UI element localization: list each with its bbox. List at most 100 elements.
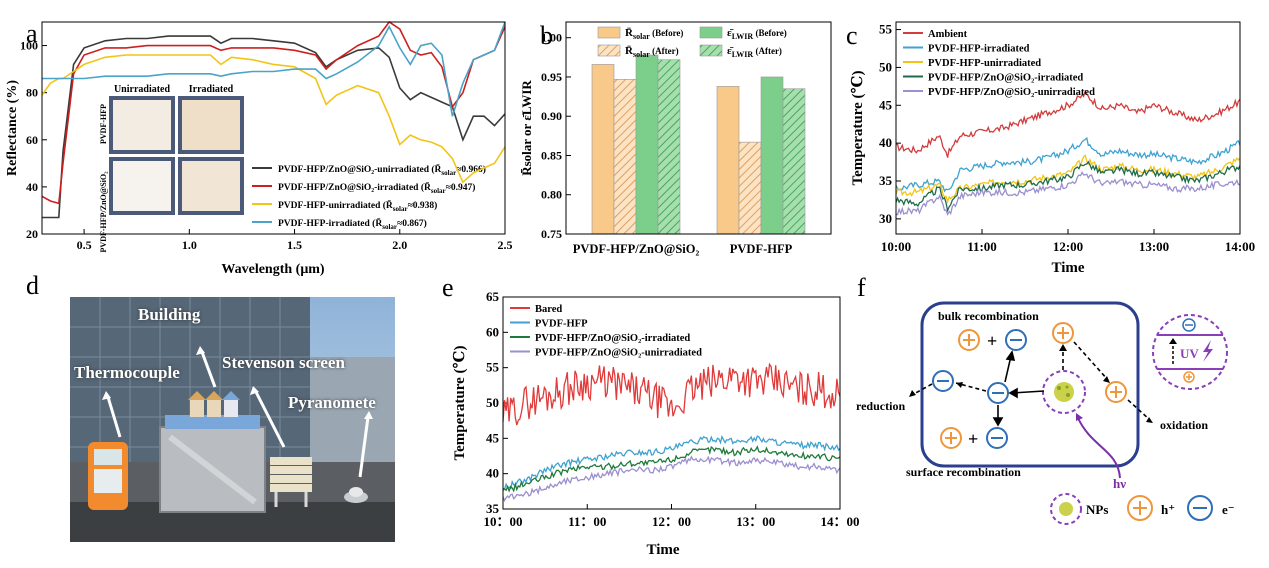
panel-b: b 0.75 0.80 0.85 0.90 0.95 1.00 PVDF-HFP/ZnO@S… <box>519 21 832 256</box>
electron-icon <box>1187 495 1213 521</box>
panel-letter-c: c <box>846 21 858 50</box>
chart-e-ytick-label: 45 <box>486 430 500 445</box>
panel-letter-a: a <box>26 19 38 48</box>
chart-e-series-line <box>502 445 841 493</box>
label-bulk: bulk recombination <box>938 309 1039 323</box>
panel-e: e 35 40 45 50 55 60 65 10：00 11：00 12：00 13：00 14：0… <box>442 273 860 558</box>
chart-c-legend-label: PVDF-HFP-unirradiated <box>928 58 1041 69</box>
chart-e-xtick-label: 14：00 <box>820 514 859 529</box>
inset-tile-3 <box>109 157 175 215</box>
chart-a-legend-label: PVDF-HFP-irradiated (R̄solar≈0.867) <box>278 218 427 231</box>
chart-a-series-line <box>41 54 506 184</box>
nanoparticle-icon <box>1042 370 1086 414</box>
inset-col2: Irradiated <box>189 84 234 95</box>
chart-e-xlabel: Time <box>646 542 679 558</box>
panel-f: f bulk recombination surface recombinati… <box>856 273 1235 525</box>
chart-a-frame <box>41 21 506 235</box>
label-hv: hν <box>1113 476 1126 491</box>
label-oxidation: oxidation <box>1160 418 1208 432</box>
chart-c-series-line <box>895 171 1241 216</box>
label-reduction: reduction <box>856 399 905 413</box>
chart-c-series-line <box>895 136 1241 193</box>
lightning-icon <box>1203 340 1213 362</box>
chart-b-bar <box>591 64 615 235</box>
chart-c-series-line <box>895 160 1241 213</box>
panel-letter-e: e <box>442 273 454 302</box>
chart-b-ytick-label: 0.80 <box>541 188 562 202</box>
chart-c-ylabel: Temperature (℃) <box>850 70 866 185</box>
chart-b-category-label: PVDF-HFP/ZnO@SiO₂ <box>573 242 700 256</box>
chart-b-ytick-label: 0.90 <box>541 109 562 123</box>
label-pyranometer: Pyranomete <box>288 393 376 412</box>
chart-b-legend-swatch <box>597 26 621 39</box>
chart-b-frame <box>565 21 832 235</box>
chart-c-legend-label: Ambient <box>928 29 968 40</box>
electron-icon <box>987 382 1009 404</box>
chart-b-plot: 0.75 0.80 0.85 0.90 0.95 1.00 PVDF-HFP/ZnO@SiO… <box>541 26 806 256</box>
chart-c-ytick-label: 55 <box>879 22 893 37</box>
chart-b-legend-label: ε̄LWIR (Before) <box>727 27 787 41</box>
panel-letter-b: b <box>540 21 553 50</box>
hole-icon <box>940 427 962 449</box>
chart-b-ytick-label: 0.85 <box>541 148 562 162</box>
hole-icon <box>1105 381 1127 403</box>
chart-a-ylabel: Reflectance (%) <box>5 80 20 176</box>
inset-photos: Unirradiated Irradiated PVDF-HFP PVDF-HF… <box>99 84 244 252</box>
chart-c-legend-label: PVDF-HFP/ZnO@SiO₂-unirradiated <box>928 87 1095 98</box>
chart-b-legend-swatch <box>699 26 723 39</box>
hole-icon <box>1052 322 1074 344</box>
chart-e-plot: 35 40 45 50 55 60 65 10：00 11：00 12：00 13：00 14：00 B… <box>483 289 859 529</box>
chart-e-legend-label: PVDF-HFP <box>535 319 588 330</box>
chart-c-ytick-label: 35 <box>879 173 893 188</box>
chart-a-ytick-label: 80 <box>26 86 38 100</box>
chart-c-xtick-label: 14:00 <box>1225 239 1255 254</box>
legend-nps: NPs <box>1086 502 1108 517</box>
inset-tile-4 <box>178 157 244 215</box>
chart-b-ytick-label: 0.95 <box>541 70 562 84</box>
chart-c-xtick-label: 12:00 <box>1053 239 1083 254</box>
chart-b-bar <box>760 76 784 235</box>
chart-e-xtick-label: 12：00 <box>652 514 691 529</box>
chart-a-ytick-label: 20 <box>26 227 38 241</box>
panel-letter-d: d <box>26 271 39 300</box>
particle-box <box>920 301 1140 468</box>
legend-hole: h⁺ <box>1161 502 1175 517</box>
chart-b-bar <box>613 79 637 235</box>
chart-e-ytick-label: 35 <box>486 501 500 516</box>
chart-b-bar <box>635 54 659 235</box>
chart-c-series-line <box>895 154 1241 204</box>
chart-e-legend-label: PVDF-HFP/ZnO@SiO₂-unirradiated <box>535 348 702 359</box>
chart-e-ylabel: Temperature (℃) <box>452 345 468 460</box>
label-stevenson-screen: Stevenson screen <box>222 353 345 372</box>
chart-e-ytick-label: 50 <box>486 395 499 410</box>
chart-e-ytick-label: 60 <box>486 324 499 339</box>
label-thermocouple: Thermocouple <box>74 363 180 382</box>
chart-e-xtick-label: 13：00 <box>736 514 775 529</box>
chart-b-bar <box>716 86 740 235</box>
label-uv: UV <box>1180 346 1199 361</box>
chart-c-xtick-label: 13:00 <box>1139 239 1169 254</box>
chart-a-ytick-label: 100 <box>20 39 38 53</box>
chart-e-series-line <box>502 455 841 503</box>
chart-a-xtick-label: 2.0 <box>392 238 407 252</box>
chart-b-legend-swatch <box>597 44 621 57</box>
hole-icon <box>1127 495 1153 521</box>
photon-arrow <box>1077 417 1121 479</box>
chart-a-series-line <box>42 35 506 219</box>
field-test-photo: Building Stevenson screen Thermocouple P… <box>70 297 395 542</box>
panel-letter-f: f <box>857 273 866 302</box>
chart-c-frame <box>895 21 1241 235</box>
chart-e-xtick-label: 11：00 <box>568 514 606 529</box>
chart-e-ytick-label: 40 <box>486 466 499 481</box>
inset-tile-1 <box>109 96 175 154</box>
chart-c-xtick-label: 10:00 <box>881 239 911 254</box>
chart-b-bar <box>657 59 681 235</box>
chart-c-plot: 30 35 40 45 50 55 10:00 11:00 12:00 13:00 14:00 Amb… <box>879 22 1255 254</box>
chart-c-ytick-label: 45 <box>879 97 893 112</box>
chart-c-ytick-label: 40 <box>879 135 892 150</box>
chart-b-bar <box>738 141 762 235</box>
chart-a-xtick-label: 0.5 <box>77 238 92 252</box>
label-surface: surface recombination <box>906 465 1021 479</box>
chart-b-bar <box>782 88 806 235</box>
plus-sign: + <box>987 331 997 351</box>
